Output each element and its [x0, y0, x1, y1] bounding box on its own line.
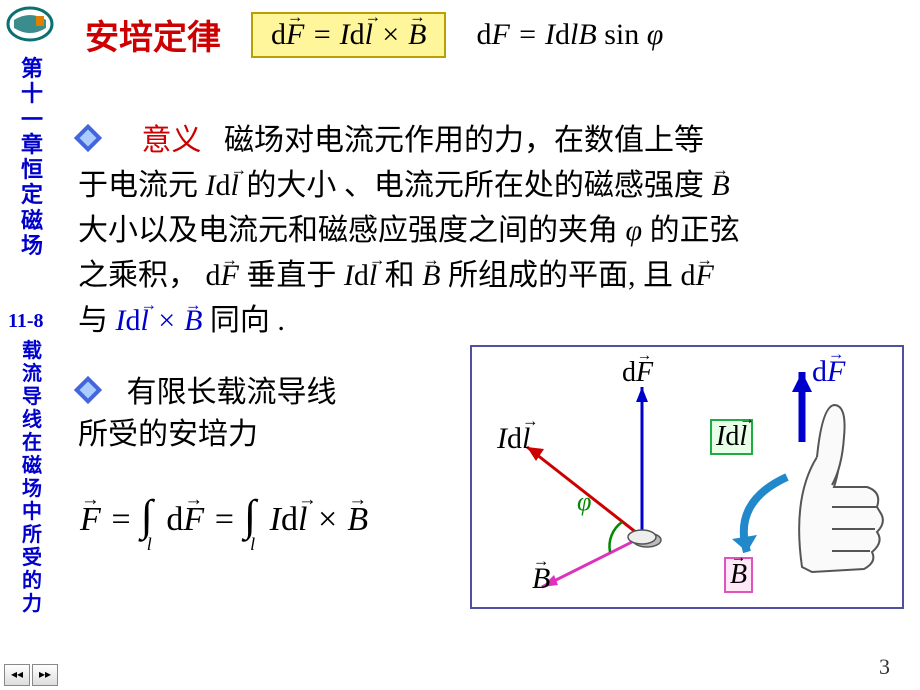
text-2a: 于电流元 — [78, 169, 206, 202]
text-3: 大小以及电流元和磁感应强度之间的夹角 φ 的正弦 — [78, 214, 740, 247]
label-dF: dF — [622, 357, 653, 389]
prev-button[interactable]: ◂◂ — [4, 664, 30, 686]
bullet-icon-2 — [74, 376, 102, 404]
page-title: 安培定律 — [85, 10, 221, 59]
force-diagram: dF Idl φ B dF Idl B — [470, 345, 904, 609]
next-button[interactable]: ▸▸ — [32, 664, 58, 686]
finite-2: 所受的安培力 — [78, 418, 258, 451]
text-4d: 所组成的平面, 且 — [448, 259, 681, 292]
logo-icon — [6, 6, 54, 42]
text-5a: 与 — [78, 304, 116, 337]
header-row: 安培定律 dF = Idl × B dF = IdlB sin φ — [85, 10, 663, 59]
text-4a: 之乘积， — [78, 259, 206, 292]
text-5b: 同向 . — [210, 304, 285, 337]
label-dF-right: dF — [812, 355, 845, 389]
scalar-formula: dF = IdlB sin φ — [476, 18, 663, 52]
finite-wire-text: 有限长载流导线 所受的安培力 — [78, 372, 438, 456]
box-Idl: Idl — [710, 419, 753, 455]
text-4c: 和 — [385, 259, 423, 292]
box-B: B — [724, 557, 753, 593]
label-phi: φ — [577, 487, 591, 517]
text-4b: 垂直于 — [246, 259, 344, 292]
page-number: 3 — [879, 654, 890, 680]
finite-1: 有限长载流导线 — [127, 376, 337, 409]
integral-formula: F = ∫l dF = ∫l Idl × B — [80, 490, 368, 543]
text-1a: 磁场对电流元作用的力，在数值上等 — [224, 124, 704, 157]
meaning-paragraph: 意义 磁场对电流元作用的力，在数值上等 于电流元 Idl 的大小 、电流元所在处… — [78, 118, 898, 343]
bullet-icon — [74, 124, 102, 152]
section-number: 11-8 — [8, 310, 44, 333]
label-B: B — [532, 562, 550, 596]
meaning-label: 意义 — [142, 124, 202, 157]
text-2b: 的大小 、电流元所在处的磁感强度 — [246, 169, 711, 202]
nav-buttons: ◂◂ ▸▸ — [4, 664, 58, 686]
section-title: 载流导线在磁场中所受的力 — [20, 340, 44, 616]
label-Idl: Idl — [497, 422, 530, 456]
main-content: 安培定律 dF = Idl × B dF = IdlB sin φ 意义 磁场对… — [70, 0, 910, 690]
chapter-label: 第十一章 恒定磁场 — [18, 56, 46, 258]
vector-formula: dF = Idl × B — [251, 12, 446, 58]
sidebar: 第十一章 恒定磁场 11-8 载流导线在磁场中所受的力 ◂◂ ▸▸ — [0, 0, 60, 690]
